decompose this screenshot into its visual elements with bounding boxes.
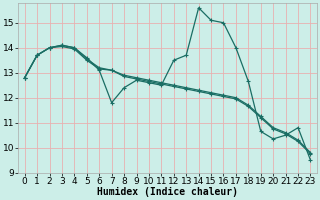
X-axis label: Humidex (Indice chaleur): Humidex (Indice chaleur) bbox=[97, 187, 238, 197]
